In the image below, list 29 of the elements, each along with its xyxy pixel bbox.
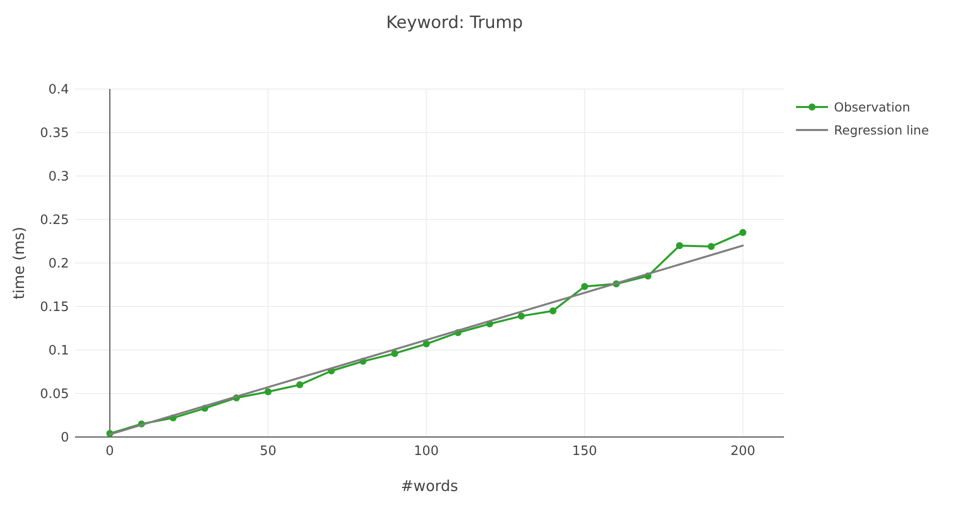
x-tick-label: 100 (414, 444, 439, 459)
point (296, 381, 304, 388)
point (739, 229, 746, 236)
point (549, 307, 556, 314)
point (581, 282, 588, 290)
point (422, 340, 430, 348)
point (518, 312, 525, 320)
y-tick-label: 0 (60, 430, 69, 446)
point (708, 242, 715, 250)
y-axis-title: time (ms) (10, 226, 28, 300)
legend-label: Regression line (834, 122, 930, 138)
y-tick-label: 0.05 (40, 387, 69, 402)
y-tick-label: 0.3 (48, 170, 69, 185)
y-tick-label: 0.15 (40, 300, 69, 316)
x-axis-title: #words (400, 477, 458, 495)
x-tick-label: 50 (260, 444, 276, 459)
chart-title: Keyword: Trump (386, 13, 523, 33)
legend-label: Observation (834, 99, 910, 114)
y-tick-label: 0.25 (40, 213, 69, 228)
x-tick-label: 200 (730, 444, 756, 459)
point (264, 388, 272, 396)
x-tick-label: 0 (106, 444, 114, 459)
y-tick-label: 0.4 (48, 82, 69, 98)
y-tick-label: 0.2 (48, 256, 69, 272)
y-tick-label: 0.35 (40, 126, 69, 142)
point (676, 242, 684, 250)
point (391, 350, 398, 357)
y-tick-label: 0.1 (48, 344, 69, 359)
x-tick-label: 150 (572, 444, 598, 459)
